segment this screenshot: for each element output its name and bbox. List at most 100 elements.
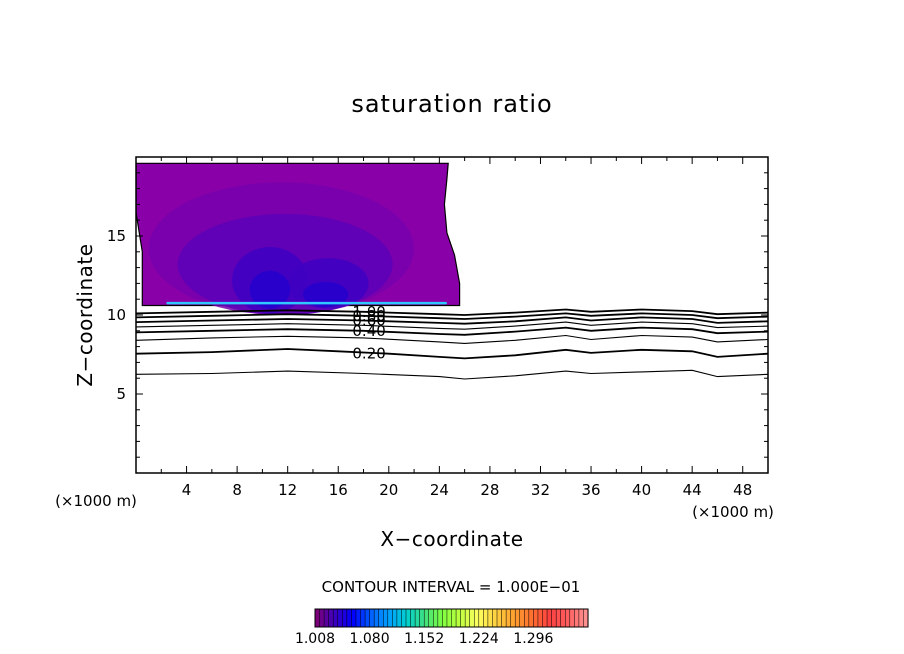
x-axis-title: X−coordinate xyxy=(380,527,523,551)
colorbar-cell xyxy=(405,608,412,628)
colorbar-cell xyxy=(528,608,534,628)
colorbar-cell xyxy=(373,608,380,628)
y-tick-label: 10 xyxy=(107,306,126,324)
x-tick-label: 48 xyxy=(733,481,752,499)
colorbar-cell xyxy=(351,608,357,628)
colorbar-cell xyxy=(510,608,516,628)
contour-line xyxy=(136,334,768,344)
colorbar-cell xyxy=(569,608,575,628)
colorbar-cell xyxy=(383,608,389,628)
colorbar-cell xyxy=(537,608,544,628)
colorbar-cell xyxy=(337,608,343,628)
colorbar-cell xyxy=(446,608,453,628)
region-level xyxy=(249,270,291,309)
colorbar-cell xyxy=(414,608,421,628)
colorbar-cell xyxy=(551,608,557,628)
contour-label: 0.20 xyxy=(352,345,385,363)
colorbar-cell xyxy=(460,608,466,628)
contour-line xyxy=(136,369,768,380)
contour-label: 1.00 xyxy=(352,303,385,321)
colorbar-cell xyxy=(533,608,539,628)
x-tick-label: 24 xyxy=(430,481,449,499)
contour-labels: 0.20 0.400.600.801.00 xyxy=(352,303,385,363)
colorbar-cell xyxy=(524,608,530,628)
contour-line xyxy=(136,321,768,330)
colorbar: 1.008 1.080 1.152 1.224 1.296 xyxy=(295,608,589,647)
colorbar-cell xyxy=(442,608,448,628)
colorbar-cell xyxy=(355,608,362,628)
colorbar-cell xyxy=(364,608,371,628)
contour-line xyxy=(136,316,768,325)
colorbar-cell xyxy=(360,608,366,628)
x-tick-label: 36 xyxy=(581,481,600,499)
contour-line xyxy=(136,312,768,320)
colorbar-tick-label: 1.296 xyxy=(513,631,553,647)
colorbar-cell xyxy=(332,608,339,628)
colorbar-cell xyxy=(474,608,480,628)
colorbar-cell xyxy=(505,608,512,628)
region-level xyxy=(302,281,349,308)
x-tick-label: 40 xyxy=(632,481,651,499)
colorbar-cell xyxy=(560,608,566,628)
colorbar-cell xyxy=(437,608,443,628)
colorbar-cell xyxy=(392,608,398,628)
colorbar-cell xyxy=(369,608,375,628)
colorbar-cell xyxy=(428,608,434,628)
contour-label: 0.40 xyxy=(352,322,385,340)
x-tick-label: 32 xyxy=(531,481,550,499)
colorbar-tick-label: 1.152 xyxy=(404,631,444,647)
colorbar-cell xyxy=(565,608,571,628)
colorbar-cell xyxy=(410,608,416,628)
colorbar-cell xyxy=(542,608,548,628)
contour-label: 0.60 xyxy=(352,312,385,330)
colorbar-cell xyxy=(396,608,402,628)
x-tick-label: 12 xyxy=(278,481,297,499)
y-tick-label: 5 xyxy=(116,385,126,403)
x-tick-label: 20 xyxy=(379,481,398,499)
y-tick-label: 15 xyxy=(107,227,126,245)
x-tick-label: 28 xyxy=(480,481,499,499)
x-tick-label: 44 xyxy=(683,481,702,499)
colorbar-tick-label: 1.008 xyxy=(295,631,335,647)
colorbar-cell xyxy=(314,608,321,628)
contour-lines xyxy=(136,308,768,380)
colorbar-cell xyxy=(469,608,475,628)
colorbar-cell xyxy=(387,608,393,628)
colorbar-cell xyxy=(546,608,553,628)
colorbar-cell xyxy=(319,608,325,628)
colorbar-cell xyxy=(455,608,462,628)
contour-line xyxy=(136,326,768,336)
colorbar-cell xyxy=(342,608,348,628)
supersaturated-region xyxy=(136,162,461,315)
colorbar-cell xyxy=(378,608,384,628)
x-tick-label: 8 xyxy=(232,481,242,499)
x-tick-label: 16 xyxy=(329,481,348,499)
chart-title: saturation ratio xyxy=(351,90,552,118)
y-axis-title: Z−coordinate xyxy=(73,243,97,386)
colorbar-cell xyxy=(323,608,330,628)
colorbar-cell xyxy=(401,608,407,628)
colorbar-cell xyxy=(514,608,521,628)
contour-line xyxy=(136,308,768,316)
colorbar-cell xyxy=(501,608,507,628)
contour-line xyxy=(136,348,768,360)
colorbar-cell xyxy=(433,608,439,628)
colorbar-tick-label: 1.080 xyxy=(350,631,390,647)
colorbar-cell xyxy=(451,608,457,628)
colorbar-tick-label: 1.224 xyxy=(459,631,499,647)
colorbar-cell xyxy=(555,608,562,628)
colorbar-frame xyxy=(314,608,589,628)
contour-interval-label: CONTOUR INTERVAL = 1.000E−01 xyxy=(322,578,581,596)
colorbar-cell xyxy=(423,608,430,628)
x-unit-label: (×1000 m) xyxy=(692,503,774,521)
colorbar-cell xyxy=(519,608,525,628)
plot-area xyxy=(136,162,768,380)
colorbar-cell xyxy=(328,608,334,628)
colorbar-cell xyxy=(496,608,503,628)
z-unit-label: (×1000 m) xyxy=(55,492,137,510)
contour-label: 0.80 xyxy=(352,307,385,325)
x-tick-label: 4 xyxy=(182,481,192,499)
colorbar-cell xyxy=(346,608,352,628)
colorbar-cell xyxy=(464,608,471,628)
